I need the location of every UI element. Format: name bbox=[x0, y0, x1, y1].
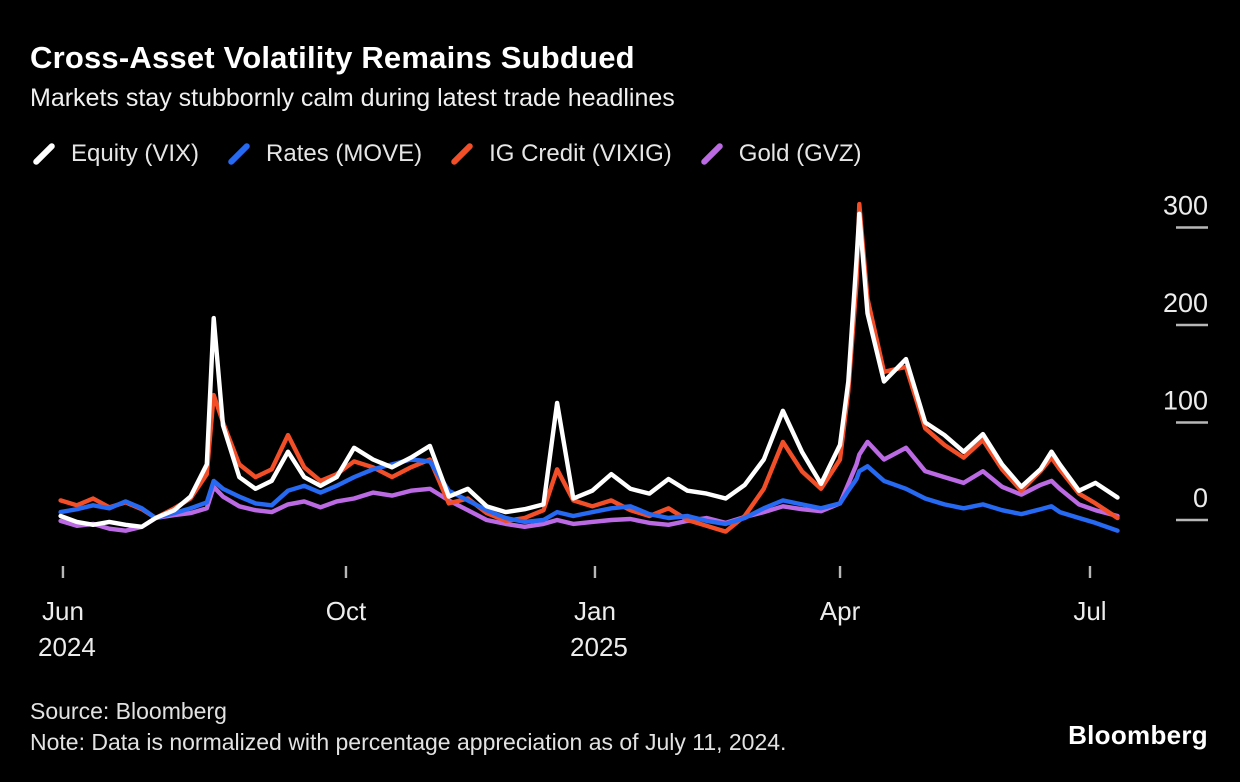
legend-item-ig-credit-vixig: IG Credit (VIXIG) bbox=[448, 140, 672, 168]
legend-label: Equity (VIX) bbox=[71, 140, 200, 167]
y-axis-label-300: 300 bbox=[1163, 191, 1208, 221]
x-axis-label-oct: Oct bbox=[326, 596, 367, 626]
legend: Equity (VIX) Rates (MOVE) IG Credit (VIXIG… bbox=[30, 140, 861, 168]
legend-item-gold-gvz: Gold (GVZ) bbox=[698, 140, 862, 168]
y-axis-label-100: 100 bbox=[1163, 386, 1208, 416]
source-text: Source: Bloomberg bbox=[30, 698, 227, 724]
x-axis-year-2024: 2024 bbox=[38, 632, 96, 662]
series-line-equity-vix bbox=[58, 211, 1120, 529]
x-axis-label-jul: Jul bbox=[1073, 596, 1106, 626]
x-axis-label-jan: Jan bbox=[574, 596, 616, 626]
legend-label: IG Credit (VIXIG) bbox=[489, 140, 672, 167]
series-line-ig-credit-vixig bbox=[58, 201, 1120, 534]
x-axis-label-apr: Apr bbox=[820, 596, 861, 626]
series-line-rates-move bbox=[58, 457, 1120, 533]
y-axis-label-200: 200 bbox=[1163, 288, 1208, 318]
series-line-gold-gvz bbox=[58, 439, 1120, 533]
note-text: Note: Data is normalized with percentage… bbox=[30, 729, 787, 755]
legend-label: Rates (MOVE) bbox=[266, 140, 423, 167]
page-title: Cross-Asset Volatility Remains Subdued bbox=[30, 40, 635, 75]
legend-item-equity-vix: Equity (VIX) bbox=[30, 140, 199, 168]
legend-label: Gold (GVZ) bbox=[738, 140, 862, 167]
bloomberg-logo: Bloomberg bbox=[1068, 720, 1208, 750]
y-axis-label-0: 0 bbox=[1193, 483, 1208, 513]
legend-item-rates-move: Rates (MOVE) bbox=[225, 140, 422, 168]
x-axis-year-2025: 2025 bbox=[570, 632, 628, 662]
page-subtitle: Markets stay stubbornly calm during late… bbox=[30, 84, 675, 112]
x-axis-label-jun: Jun bbox=[42, 596, 84, 626]
